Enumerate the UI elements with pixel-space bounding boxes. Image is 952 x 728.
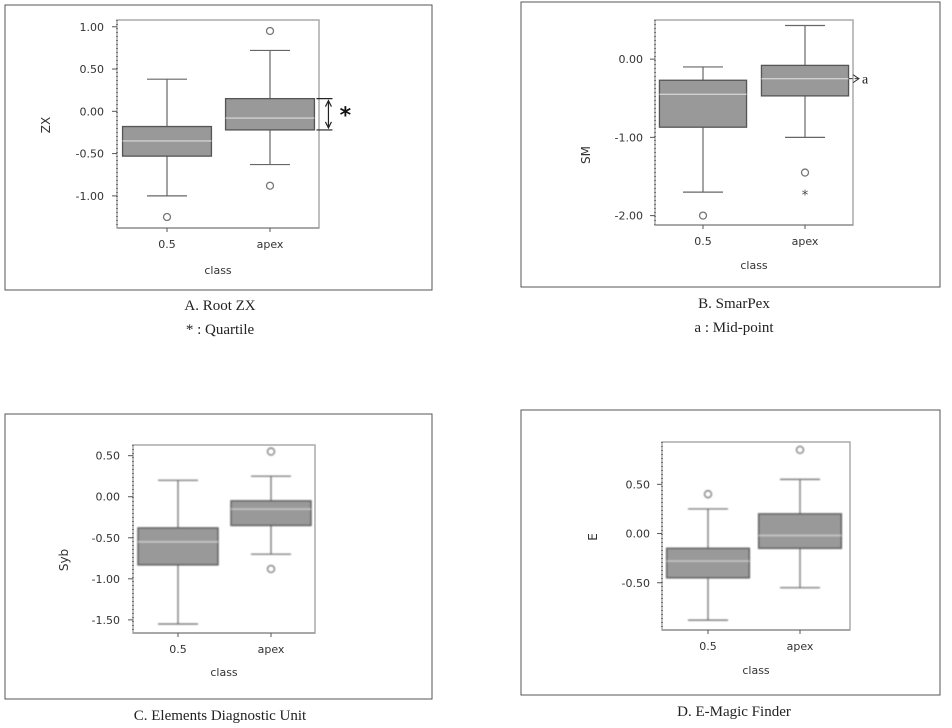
y-axis-title: Syb — [57, 549, 71, 571]
boxplot — [757, 445, 843, 589]
caption-title: A. Root ZX — [184, 298, 256, 314]
x-tick-label: 0.5 — [694, 235, 712, 248]
outlier-point — [266, 564, 276, 574]
chart-group: 1.00 0.50 0.00 -0.50 -1.00 0.5 apex class ZX * — [4, 4, 433, 291]
boxplot — [121, 78, 213, 222]
chart-a-svg: 1.00 0.50 0.00 -0.50 -1.00 0.5 apex class ZX * — [4, 4, 433, 291]
y-tick-label: -0.50 — [622, 577, 650, 590]
x-tick-label: 0.5 — [158, 238, 176, 251]
outer-frame — [4, 413, 433, 700]
outlier-point — [698, 211, 708, 220]
chart-panel-d: 0.50 0.00 -0.50 0.5 apex class E D. E-Magic Fi… — [516, 404, 952, 728]
y-tick-label: 0.00 — [619, 53, 644, 66]
chart-c-caption: C. Elements Diagnostic Unit — [0, 704, 440, 728]
y-tick-label: 0.50 — [96, 450, 121, 463]
chart-panel-a: 1.00 0.50 0.00 -0.50 -1.00 0.5 apex class ZX * A.… — [0, 0, 440, 350]
y-tick-label: -1.00 — [615, 131, 643, 144]
outlier-point — [162, 212, 172, 222]
bracket-arrowhead-up — [324, 99, 332, 107]
x-tick-label: apex — [787, 640, 814, 653]
caption-note: * : Quartile — [185, 322, 255, 338]
x-tick-label: apex — [792, 235, 819, 248]
box-iqr — [224, 97, 316, 131]
caption-note: a : Mid-point — [694, 320, 774, 336]
bracket-arrowhead-down — [324, 121, 332, 130]
boxplot — [665, 490, 751, 621]
box-iqr — [137, 527, 219, 566]
extreme-point: * — [802, 188, 809, 203]
boxplot — [137, 479, 219, 625]
x-axis-title: class — [204, 264, 232, 277]
y-tick-label: -2.00 — [615, 210, 643, 223]
y-tick-label: 0.00 — [626, 528, 651, 541]
y-axis-title: ZX — [39, 117, 53, 133]
chart-group: 0.00 -1.00 -2.00 0.5 apex class SM * a — [520, 1, 941, 288]
chart-c-svg: 0.50 0.00 -0.50 -1.00 -1.50 0.5 apex class Syb — [4, 413, 433, 700]
y-axis-title: E — [586, 533, 600, 541]
outlier-point — [795, 445, 805, 455]
y-tick-label: -0.50 — [76, 148, 104, 161]
box-iqr — [760, 64, 850, 97]
x-axis-title: class — [740, 259, 768, 272]
boxplot — [224, 26, 316, 190]
chart-panel-c: 0.50 0.00 -0.50 -1.00 -1.50 0.5 apex class Syb C… — [0, 404, 440, 728]
chart-d-caption: D. E-Magic Finder — [516, 700, 952, 724]
box-iqr — [230, 500, 312, 527]
caption-title: C. Elements Diagnostic Unit — [133, 708, 307, 724]
annotation-symbol: * — [340, 103, 352, 128]
caption-title: D. E-Magic Finder — [677, 704, 791, 720]
x-tick-label: 0.5 — [699, 640, 717, 653]
box-iqr — [658, 79, 748, 128]
outlier-point — [703, 490, 713, 499]
y-tick-label: 0.00 — [96, 491, 121, 504]
annotation-symbol: a — [862, 73, 869, 88]
box-iqr — [757, 513, 843, 549]
y-tick-label: -1.50 — [92, 614, 120, 627]
x-tick-label: apex — [258, 643, 285, 656]
outlier-point — [266, 447, 276, 456]
annotation-arrowhead — [852, 74, 860, 84]
y-tick-label: 0.50 — [80, 63, 105, 76]
x-tick-label: apex — [257, 238, 284, 251]
x-tick-label: 0.5 — [169, 643, 187, 656]
x-axis-title: class — [210, 666, 238, 679]
chart-panel-b: 0.00 -1.00 -2.00 0.5 apex class SM * a B. SmarPe… — [516, 0, 952, 350]
outlier-point — [800, 168, 810, 177]
y-tick-label: -1.00 — [92, 573, 120, 586]
y-tick-label: 0.50 — [626, 478, 651, 491]
outer-frame — [4, 4, 433, 291]
y-tick-label: 1.00 — [80, 21, 105, 34]
boxplot — [658, 66, 748, 220]
x-axis-title: class — [742, 664, 770, 677]
y-tick-label: -1.00 — [76, 190, 104, 203]
y-tick-label: 0.00 — [80, 105, 105, 118]
boxplot — [230, 447, 312, 574]
y-tick-label: -0.50 — [92, 532, 120, 545]
outer-frame — [520, 1, 941, 288]
chart-b-svg: 0.00 -1.00 -2.00 0.5 apex class SM * a — [520, 1, 941, 288]
boxplot: * — [760, 24, 850, 203]
y-axis-title: SM — [579, 146, 593, 164]
outlier-point — [265, 26, 275, 36]
chart-group: 0.50 0.00 -0.50 -1.00 -1.50 0.5 apex class Syb — [4, 413, 433, 700]
box-iqr — [665, 547, 751, 579]
caption-title: B. SmarPex — [698, 296, 770, 312]
chart-a-caption: A. Root ZX * : Quartile — [0, 294, 440, 342]
outlier-point — [265, 181, 275, 190]
outer-frame — [520, 409, 941, 696]
chart-group: 0.50 0.00 -0.50 0.5 apex class E — [520, 409, 941, 696]
chart-b-caption: B. SmarPex a : Mid-point — [516, 292, 952, 340]
chart-d-svg: 0.50 0.00 -0.50 0.5 apex class E — [520, 409, 941, 696]
